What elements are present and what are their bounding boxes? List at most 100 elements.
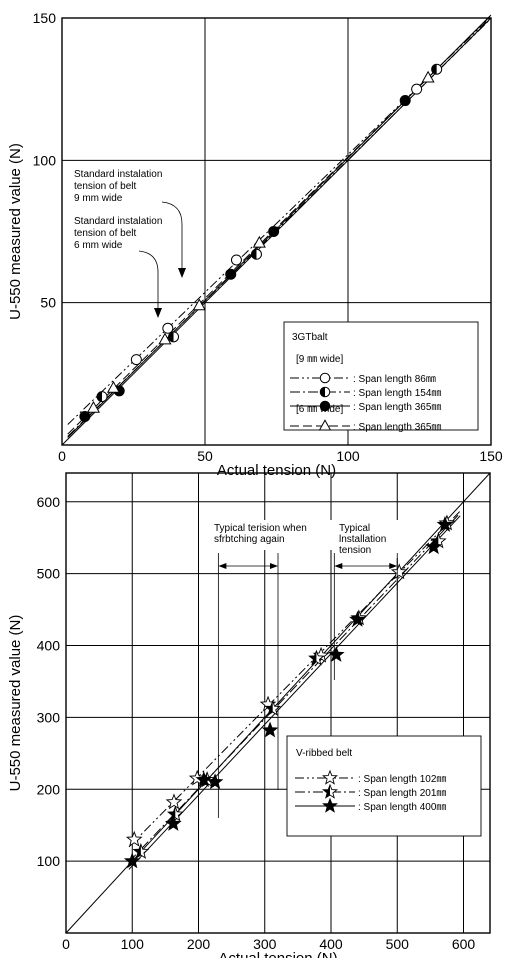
c1-legend-entry-2-label: : Span length 400㎜ [358,802,446,813]
c0-x-tick-label: 150 [479,448,503,464]
c0-series-3-point [252,235,266,248]
c0-legend-entry-6mm-0-label: : Span length 365㎜ [353,422,441,433]
c1-annotation-2-arrowhead [334,563,343,569]
c1-annotation-1-arrowhead [270,563,278,569]
c0-series-0-point [130,354,142,366]
c1-series-0-point [125,830,143,847]
c1-series-2-point [425,538,443,555]
c1-x-tick-label: 400 [319,936,343,952]
c0-annotation-9mm-text: tension of belt [74,181,136,192]
c1-annotation-2-bg [336,520,400,558]
chart-v-ribbed-belt: 0 100 200 300 400 500 600 100 200 300 400 500 600 Act… [7,472,491,958]
c0-series-3-point [192,298,206,311]
c0-x-tick-label: 100 [336,448,360,464]
c0-y-tick-label: 100 [33,152,57,168]
c0-series-2-point [399,95,411,107]
c0-legend-entry-2-marker [319,400,331,412]
c1-legend: V-ribbed belt : Span length 102㎜ : Span le… [286,735,482,837]
c1-legend-entry-1-label: : Span length 201㎜ [358,788,446,799]
c1-plot-frame [65,472,491,934]
c0-series-3-point [421,70,435,83]
c1-series-2-point [123,852,141,869]
c0-legend-entry-1-marker-fill [320,387,325,397]
c0-plot-frame [61,17,492,446]
c0-annotation-9mm-arrowhead [178,268,186,278]
c0-annotation-9mm-text: 9 mm wide [74,193,123,204]
chart-3gt-belt: 0 50 100 150 50 100 150 Actual tension (N) U-550… [7,10,503,479]
c1-y-axis-label: U-550 measured value (N) [7,615,24,792]
c1-x-tick-label: 300 [253,936,277,952]
c1-annotation-1-text: Typical terision when [214,523,307,534]
c1-series-1-point-fill [265,701,273,715]
c1-y-tick-label: 200 [37,781,61,797]
c0-x-tick-label: 0 [58,448,66,464]
c1-x-tick-label: 200 [187,936,211,952]
c0-x-tick-label: 50 [197,448,213,464]
c1-annotation-1-bg [209,520,334,550]
c1-series-2-point [349,610,366,627]
c0-y-tick-label: 150 [33,10,57,26]
c1-y-tick-label: 600 [37,494,61,510]
c1-annotation-1-text: sfrbtching again [214,534,285,545]
c1-series-2-point [195,771,213,787]
c0-legend-group-heading: [6 ㎜ wide] [296,404,343,415]
c0-series-0-point [162,322,174,334]
c1-x-tick-label: 100 [121,936,145,952]
c1-legend-entry-0-label: : Span length 102㎜ [358,774,446,785]
c0-annotation-6mm-text: 6 mm wide [74,240,123,251]
c0-series-1-point-fill [431,64,437,75]
c1-y-tick-label: 300 [37,709,61,725]
c0-series-1-point-fill [251,249,257,260]
c1-series-1-point-fill [431,533,439,548]
c0-series-1-point-fill [97,391,103,402]
c0-legend: 3GTbalt [9 ㎜ wide] : Span length 86㎜ : Span… [283,321,479,433]
c0-legend-group-heading: [9 ㎜ wide] [296,354,343,365]
c0-annotation-6mm-arrowhead [154,308,162,318]
c0-y-axis-label: U-550 measured value (N) [7,143,24,320]
c1-x-axis-label: Actual tension (N) [218,950,337,958]
c1-series-2-fit-line [128,515,461,870]
c1-series-0-point [165,793,183,810]
c0-legend-entry-2-label: : Span length 365㎜ [353,402,441,413]
c1-series-2-point [164,814,182,831]
c0-x-axis-label: Actual tension (N) [217,462,336,479]
c1-series-2-point [206,773,224,790]
c0-legend-title: 3GTbalt [292,332,328,343]
c1-legend-entry-0-marker [322,769,338,785]
c0-annotation-6mm-arrow [138,250,159,316]
c0-y-tick-label: 50 [40,295,56,311]
c1-x-tick-label: 500 [386,936,410,952]
c0-series-1-point-fill [168,331,174,342]
c1-series-1-point-fill [133,844,141,858]
c1-x-tick-label: 0 [62,936,70,952]
c1-y-tick-label: 400 [37,638,61,654]
c1-legend-entry-1-marker-fill [323,784,330,798]
c0-series-2-point [268,226,280,237]
c0-annotation-6mm-text: Standard instalation [74,216,162,227]
c0-legend-entry-0-label: : Span length 86㎜ [353,374,436,385]
c1-series-0-fit-line [128,510,461,848]
c0-series-2-point [79,411,91,423]
c1-series-1-point-fill [309,650,317,665]
c0-annotation-9mm-arrow [161,201,183,276]
c0-series-3-point [106,381,121,393]
c0-series-3-point [158,332,172,345]
c1-series-2-point [261,721,279,738]
c1-annotation-2-text: tension [339,545,371,556]
c0-series-0-point [411,83,423,95]
c1-annotation-2-arrowhead [389,563,398,569]
c0-legend-box [283,321,479,431]
c1-legend-title: V-ribbed belt [296,748,352,759]
c1-legend-entry-2-marker [322,797,338,813]
c0-annotation-6mm-text: tension of belt [74,228,136,239]
c1-annotation-2-text: lnstallation [339,534,386,545]
c1-series-0-point [390,563,408,580]
c1-y-tick-label: 100 [37,853,61,869]
c0-legend-entry-1-label: : Span length 154㎜ [353,388,441,399]
c0-legend-entry-6mm-0-marker [318,419,332,431]
c0-legend-entry-0-marker [319,372,331,384]
c1-series-2-point [327,646,345,662]
c1-y-tick-label: 500 [37,566,61,582]
c1-x-tick-label: 600 [452,936,476,952]
